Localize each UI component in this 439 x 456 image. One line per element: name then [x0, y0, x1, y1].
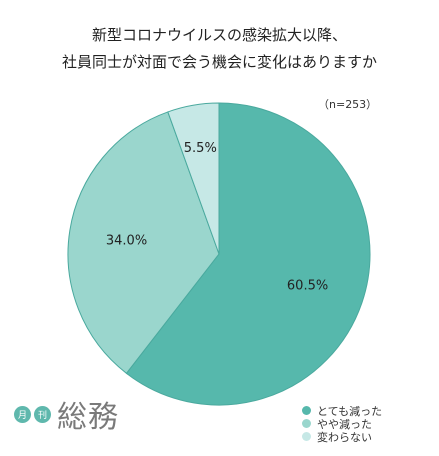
- legend-swatch: [302, 406, 311, 415]
- legend: とても減った やや減った 変わらない: [302, 404, 383, 444]
- legend-item-very-decreased: とても減った: [302, 404, 383, 418]
- legend-label: 変わらない: [317, 430, 372, 444]
- chart-title-line-2: 社員同士が対面で会う機会に変化はありますか: [61, 53, 377, 71]
- pie-slice: [125, 102, 371, 406]
- legend-label: とても減った: [317, 404, 383, 418]
- logo-badge-publication: 刊: [34, 405, 51, 423]
- gekkan-soumu-logo: 月 刊 総務: [14, 392, 119, 436]
- sample-size-note: （n=253）: [318, 98, 378, 111]
- chart-title: 新型コロナウイルスの感染拡大以降、 社員同士が対面で会う機会に変化はありますか: [0, 22, 439, 76]
- data-label: 5.5%: [184, 141, 217, 156]
- legend-swatch: [302, 419, 311, 428]
- legend-swatch: [302, 432, 311, 441]
- legend-item-unchanged: 変わらない: [302, 430, 382, 444]
- logo-text: 総務: [57, 400, 119, 435]
- pie-slice: [67, 111, 220, 375]
- data-label: 60.5%: [287, 278, 328, 293]
- chart-title-line-1: 新型コロナウイルスの感染拡大以降、: [91, 26, 347, 44]
- data-label: 34.0%: [106, 233, 147, 248]
- legend-item-somewhat-decreased: やや減った: [302, 417, 382, 431]
- pie-slice: [167, 102, 220, 255]
- logo-badge-month: 月: [14, 405, 31, 423]
- legend-label: やや減った: [317, 417, 372, 431]
